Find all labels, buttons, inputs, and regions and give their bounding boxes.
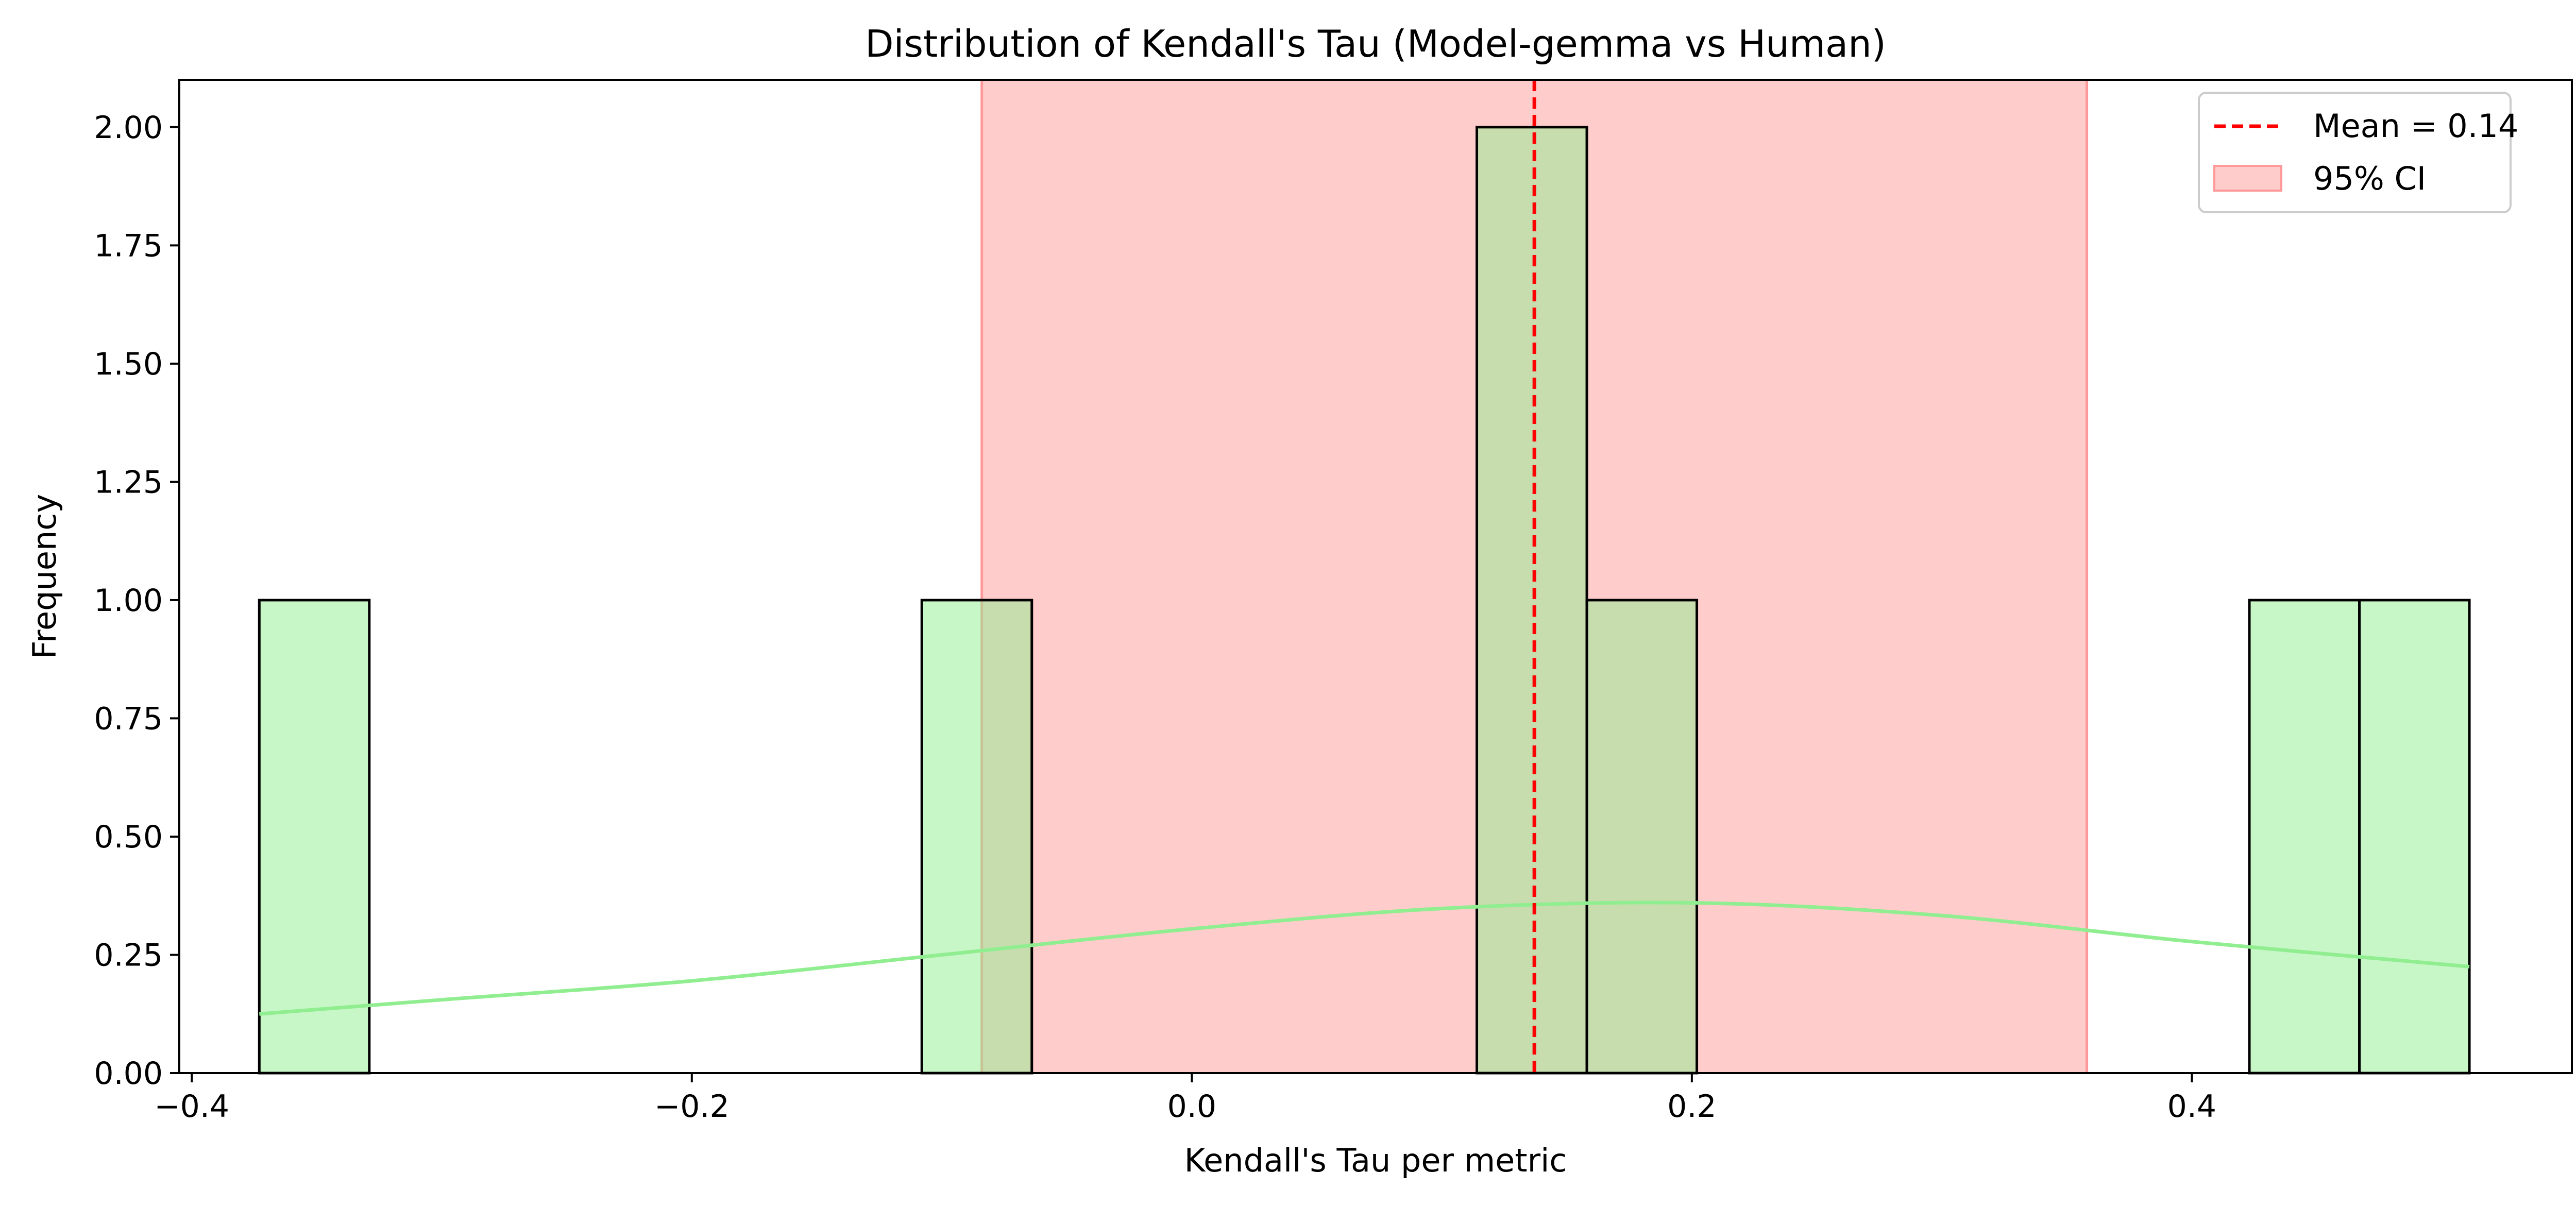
x-axis-ticks: −0.4 −0.2 0.0 0.2 0.4 [154,1073,2216,1125]
y-tick-label: 1.75 [94,228,163,264]
y-axis-ticks: 0.00 0.25 0.50 0.75 1.00 1.25 1.50 1.75 2.00 [94,110,179,1092]
y-tick-label: 0.25 [94,937,163,973]
kde-layer [259,901,2470,1016]
x-tick-label: 0.4 [2167,1089,2216,1125]
y-tick-label: 0.50 [94,819,163,855]
x-tick-label: −0.2 [654,1089,730,1125]
y-tick-label: 1.50 [94,346,163,382]
legend-ci-swatch [2213,165,2282,192]
y-axis-label: Frequency [26,494,63,659]
plot-frame [178,79,2573,1074]
histogram-bar-1 [258,599,371,1075]
bars-layer [258,126,2471,1075]
kde-curve [259,901,2470,1016]
x-axis-label: Kendall's Tau per metric [1184,1142,1567,1179]
y-tick-label: 1.25 [94,464,163,500]
histogram-bar-5 [2248,599,2361,1075]
y-tick-label: 0.75 [94,701,163,737]
legend-mean-label: Mean = 0.14 [2313,107,2518,145]
histogram-bar-3 [1476,126,1588,1075]
x-tick-label: 0.0 [1167,1089,1216,1125]
y-tick-label: 1.00 [94,583,163,619]
histogram-bar-2 [920,599,1033,1075]
legend-ci-label: 95% CI [2313,160,2426,197]
x-tick-label: −0.4 [154,1089,229,1125]
x-tick-label: 0.2 [1667,1089,1716,1125]
histogram-bar-6 [2358,599,2471,1075]
histogram-bar-4 [1585,599,1699,1075]
chart-title: Distribution of Kendall's Tau (Model-gem… [865,22,1886,65]
y-tick-label: 0.00 [94,1056,163,1092]
y-tick-label: 2.00 [94,110,163,146]
legend: Mean = 0.14 95% CI [2198,92,2518,213]
